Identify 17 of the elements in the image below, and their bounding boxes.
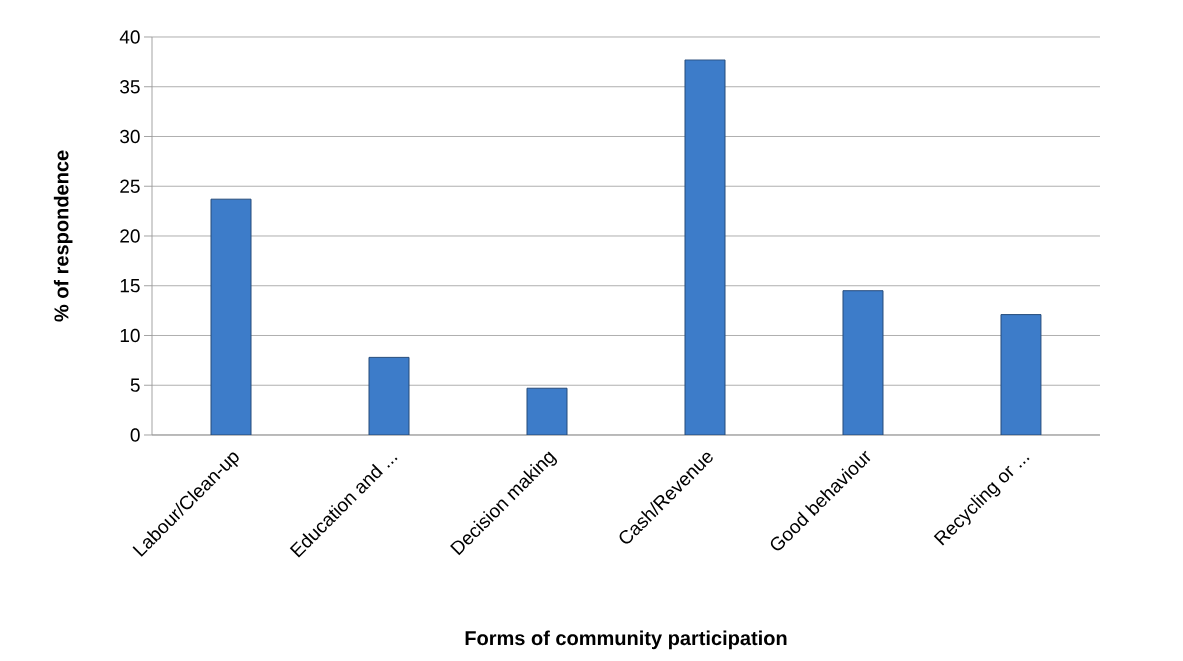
y-tick-label: 30 [120, 129, 140, 144]
y-axis-title: % of respondence [53, 150, 73, 322]
bar [684, 59, 726, 435]
bar [842, 290, 884, 435]
y-tick-label: 0 [130, 428, 140, 442]
bar [210, 198, 252, 435]
y-tick-label: 25 [120, 179, 140, 193]
x-axis-title: Forms of community participation [465, 630, 787, 650]
y-tick-label: 10 [120, 328, 140, 343]
y-tick-label: 35 [120, 80, 140, 94]
y-tick-label: 15 [120, 279, 140, 293]
y-tick-label: 20 [120, 229, 140, 243]
bar [526, 387, 568, 435]
bar [368, 356, 410, 435]
y-tick-label: 40 [119, 30, 140, 44]
y-tick-label: 5 [130, 378, 140, 392]
bar [1000, 314, 1042, 435]
